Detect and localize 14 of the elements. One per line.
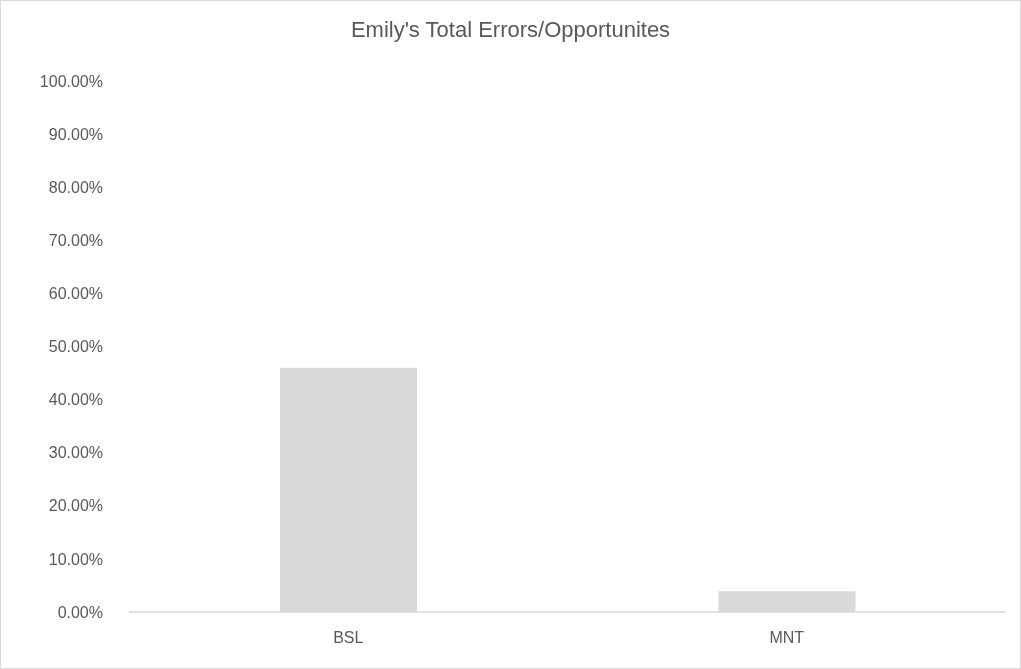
y-tick-label: 40.00% bbox=[48, 391, 103, 409]
chart-title: Emily's Total Errors/Opportunites bbox=[349, 17, 672, 43]
y-tick-label: 20.00% bbox=[48, 497, 103, 515]
y-tick-label: 60.00% bbox=[48, 285, 103, 303]
y-tick-label: 80.00% bbox=[48, 178, 103, 196]
y-tick-label: 10.00% bbox=[48, 550, 103, 568]
y-tick-label: 100.00% bbox=[39, 72, 103, 90]
y-tick-label: 90.00% bbox=[48, 125, 103, 143]
y-tick-label: 70.00% bbox=[48, 231, 103, 249]
y-tick-label: 0.00% bbox=[57, 603, 103, 621]
y-tick-label: 30.00% bbox=[48, 444, 103, 462]
y-tick-label: 50.00% bbox=[48, 338, 103, 356]
x-tick-label: MNT bbox=[769, 629, 805, 647]
x-tick-label: BSL bbox=[333, 629, 364, 647]
